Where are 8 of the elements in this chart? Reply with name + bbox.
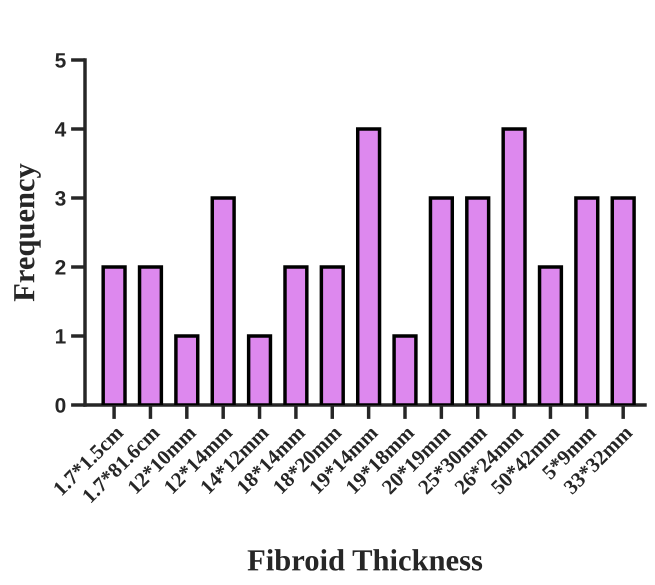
y-tick-label: 3 — [55, 191, 66, 206]
y-tick-label: 2 — [55, 260, 66, 275]
y-axis-title: Frequency — [14, 163, 41, 302]
y-tick-label: 4 — [54, 122, 66, 137]
y-tick-label: 5 — [55, 53, 66, 68]
y-tick-label: 1 — [56, 329, 66, 344]
y-tick-label: 0 — [55, 398, 66, 413]
x-axis-title: Fibroid Thickness — [248, 549, 482, 571]
